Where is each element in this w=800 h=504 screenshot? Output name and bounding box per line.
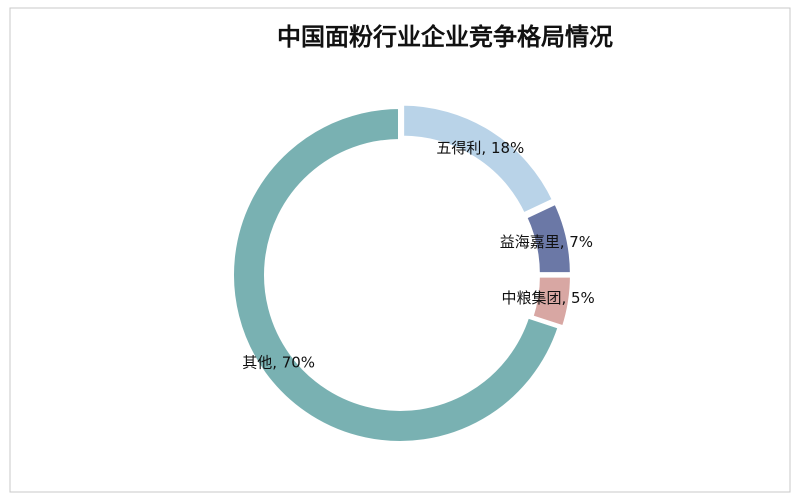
data-label: 益海嘉里, 7% [500, 233, 593, 251]
data-label: 五得利, 18% [436, 139, 524, 157]
donut-segment [230, 104, 563, 445]
chart-title: 中国面粉行业企业竞争格局情况 [277, 23, 613, 51]
donut-segment [400, 101, 557, 218]
data-label: 其他, 70% [242, 354, 315, 372]
data-label: 中粮集团, 5% [501, 289, 594, 307]
